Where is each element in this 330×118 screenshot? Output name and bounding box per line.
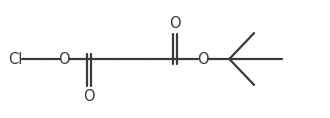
Text: Cl: Cl: [8, 51, 22, 67]
Text: O: O: [83, 89, 95, 104]
Text: O: O: [197, 51, 209, 67]
Text: O: O: [58, 51, 70, 67]
Text: O: O: [169, 16, 181, 31]
